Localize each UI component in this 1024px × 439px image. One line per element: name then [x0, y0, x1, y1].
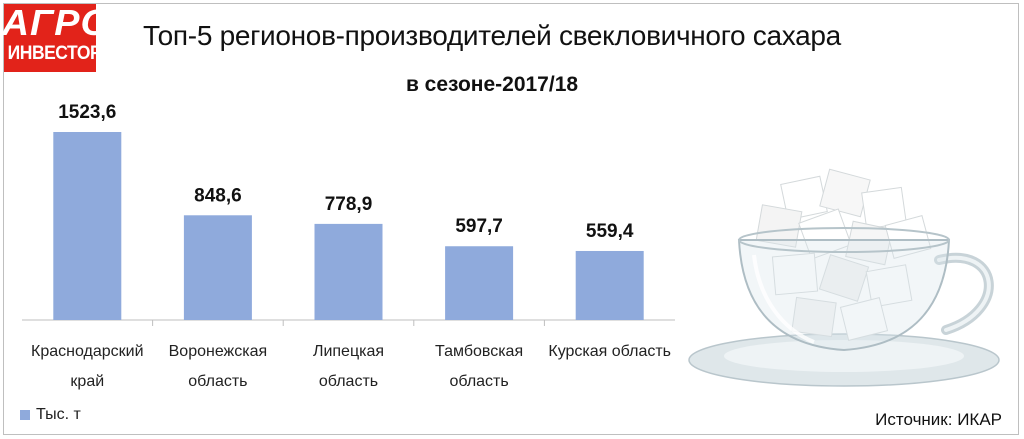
x-tick-label-2-line1: Воронежская — [169, 343, 268, 360]
x-tick-label-3-line1: Липецкая — [313, 343, 384, 360]
bar-3 — [314, 223, 383, 320]
data-label-2: 848,6 — [194, 185, 242, 206]
data-label-4: 597,7 — [455, 216, 503, 237]
x-tick-label-5-line1: Курская область — [548, 343, 671, 360]
bar-1 — [53, 132, 122, 320]
bar-2 — [183, 215, 252, 320]
data-label-5: 559,4 — [586, 221, 634, 242]
x-tick-label-4-line1: Тамбовская — [435, 343, 523, 360]
x-tick-label-3-line2: область — [319, 373, 378, 390]
logo-line2: ИНВЕСТОР — [7, 43, 102, 64]
legend-label: Тыс. т — [36, 406, 81, 423]
bar-4 — [445, 246, 514, 320]
chart-subtitle: в сезоне-2017/18 — [405, 73, 579, 96]
x-tick-label-2-line2: область — [188, 373, 247, 390]
data-label-1: 1523,6 — [58, 102, 116, 123]
bar-chart: 1523,6 Краснодарский край 848,6 Воронежская о… — [22, 102, 675, 390]
brand-logo: АГРО ИНВЕСТОР — [1, 2, 112, 72]
x-tick-label-1-line1: Краснодарский — [31, 343, 144, 360]
source-note: Источник: ИКАР — [875, 410, 1002, 429]
x-tick-label-4-line2: область — [449, 373, 508, 390]
logo-line1: АГРО — [1, 2, 112, 43]
chart-title: Топ-5 регионов-производителей свекловичн… — [143, 20, 841, 51]
legend-swatch — [20, 410, 30, 420]
data-label-3: 778,9 — [325, 194, 373, 215]
legend: Тыс. т — [20, 406, 81, 424]
bar-5 — [575, 250, 644, 320]
chart-frame — [3, 3, 1019, 435]
sugar-cup-illustration — [688, 168, 1000, 387]
x-tick-label-1-line2: край — [70, 373, 104, 390]
